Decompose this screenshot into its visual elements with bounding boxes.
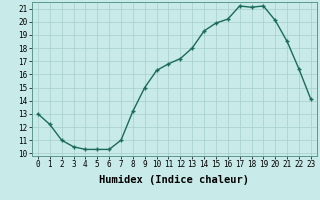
X-axis label: Humidex (Indice chaleur): Humidex (Indice chaleur): [100, 175, 249, 185]
